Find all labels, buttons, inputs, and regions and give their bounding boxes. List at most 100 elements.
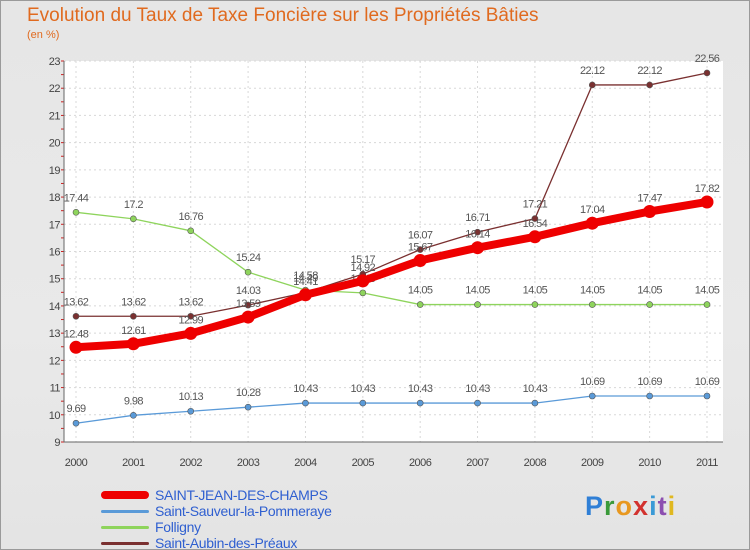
data-label-folligny: 14.05 [465,285,490,297]
data-point-saint-jean-des-champs [413,253,427,267]
data-point-folligny [646,301,653,308]
data-point-saint-sauveur-la-pommeraye [703,392,711,400]
x-tick-label: 2004 [294,457,317,469]
proxiti-logo: Proxiti [585,491,677,521]
data-label-folligny: 14.58 [293,270,318,282]
data-label-saint-sauveur-la-pommeraye: 10.69 [580,376,605,388]
data-label-folligny: 17.44 [64,192,89,204]
data-point-folligny [359,289,367,297]
legend-swatch-saint-aubin [101,541,149,545]
data-point-saint-sauveur-la-pommeraye [646,392,653,400]
y-tick-label: 23 [49,56,61,68]
legend-item-folligny: Folligny [101,519,332,535]
data-point-folligny [416,301,424,308]
data-point-saint-jean-des-champs [126,337,140,351]
data-label-folligny: 17.2 [124,199,143,211]
data-point-saint-aubin-des-preaux [474,228,481,236]
data-label-saint-sauveur-la-pommeraye: 10.69 [695,376,720,388]
y-tick-label: 17 [49,219,61,231]
data-label-saint-aubin-des-preaux: 22.12 [580,65,605,77]
x-tick-label: 2000 [65,457,88,469]
y-tick-label: 18 [49,192,61,204]
data-label-saint-jean-des-champs: 16.54 [523,218,548,230]
data-point-folligny [703,301,711,308]
legend-label-saint-sauveur: Saint-Sauveur-la-Pommeraye [155,503,332,519]
data-label-saint-aubin-des-preaux: 14.49 [293,273,318,285]
series-line-saint-aubin-des-preaux [75,72,708,317]
legend-label-saint-aubin: Saint-Aubin-des-Préaux [155,535,298,550]
data-point-saint-jean-des-champs [471,241,485,255]
data-label-saint-jean-des-champs: 12.99 [178,314,203,326]
data-label-saint-aubin-des-preaux: 15.17 [351,254,376,266]
data-point-folligny [187,227,195,235]
plot-area [64,61,723,442]
y-tick-label: 19 [49,165,61,177]
data-point-saint-aubin-des-preaux [72,312,80,320]
data-point-saint-sauveur-la-pommeraye [474,399,481,407]
data-label-saint-sauveur-la-pommeraye: 10.43 [351,383,376,395]
data-point-saint-sauveur-la-pommeraye [130,412,137,419]
data-label-saint-jean-des-champs: 13.59 [236,298,261,310]
data-label-saint-aubin-des-preaux: 13.62 [121,296,146,308]
data-point-saint-sauveur-la-pommeraye [187,407,195,415]
data-label-saint-jean-des-champs: 17.82 [695,183,720,195]
series-line-saint-sauveur-la-pommeraye [75,395,708,424]
x-tick-label: 2007 [466,457,489,469]
data-point-saint-jean-des-champs [356,274,370,288]
data-point-saint-aubin-des-preaux [646,81,653,89]
data-label-folligny: 14.05 [408,285,433,297]
data-point-saint-sauveur-la-pommeraye [244,403,252,411]
data-label-saint-aubin-des-preaux: 13.62 [64,296,89,308]
y-tick-label: 10 [49,410,61,422]
data-label-folligny: 15.24 [236,252,261,264]
data-point-saint-aubin-des-preaux [130,312,137,320]
y-tick-label: 9 [54,437,60,449]
y-tick-label: 20 [49,138,61,150]
data-label-saint-sauveur-la-pommeraye: 10.28 [236,387,261,399]
data-label-saint-sauveur-la-pommeraye: 10.43 [408,383,433,395]
y-tick-label: 22 [49,83,61,95]
data-point-folligny [474,301,481,308]
series-line-folligny [75,211,708,306]
y-tick-label: 12 [49,355,61,367]
data-point-folligny [72,209,80,216]
data-point-saint-aubin-des-preaux [416,246,424,253]
data-point-saint-aubin-des-preaux [531,215,539,222]
legend-item-saint-sauveur: Saint-Sauveur-la-Pommeraye [101,503,332,519]
x-tick-label: 2010 [638,457,661,469]
data-point-saint-jean-des-champs [643,204,657,218]
legend-label-saint-jean: SAINT-JEAN-DES-CHAMPS [155,487,328,503]
data-point-folligny [130,215,137,223]
data-label-saint-jean-des-champs: 17.04 [580,204,605,216]
data-point-saint-aubin-des-preaux [588,81,596,89]
data-label-saint-sauveur-la-pommeraye: 10.69 [637,376,662,388]
data-label-saint-aubin-des-preaux: 22.12 [637,65,662,77]
data-label-saint-aubin-des-preaux: 14.03 [236,285,261,297]
data-label-saint-sauveur-la-pommeraye: 9.98 [124,395,143,407]
x-tick-label: 2002 [179,457,202,469]
legend-swatch-saint-sauveur [101,509,149,513]
data-label-saint-aubin-des-preaux: 16.71 [465,212,490,224]
legend-item-saint-jean: SAINT-JEAN-DES-CHAMPS [101,487,332,503]
x-tick-label: 2011 [696,457,718,469]
data-point-saint-jean-des-champs [700,195,714,209]
data-label-saint-sauveur-la-pommeraye: 10.13 [178,391,203,403]
data-point-folligny [531,301,539,308]
legend: SAINT-JEAN-DES-CHAMPS Saint-Sauveur-la-P… [101,487,332,550]
data-point-saint-jean-des-champs [69,340,83,354]
legend-item-saint-aubin: Saint-Aubin-des-Préaux [101,535,332,550]
y-tick-label: 16 [49,247,61,259]
y-tick-label: 11 [50,383,61,395]
data-label-folligny: 16.76 [178,211,203,223]
data-point-saint-jean-des-champs [298,288,312,302]
data-label-saint-jean-des-champs: 12.48 [64,328,89,340]
data-label-saint-aubin-des-preaux: 13.62 [178,296,203,308]
data-point-saint-jean-des-champs [528,230,542,244]
data-point-saint-sauveur-la-pommeraye [302,399,309,407]
data-label-saint-jean-des-champs: 16.14 [465,229,490,241]
legend-swatch-saint-jean [101,491,149,499]
x-tick-label: 2005 [352,457,375,469]
y-tick-label: 15 [49,274,61,286]
